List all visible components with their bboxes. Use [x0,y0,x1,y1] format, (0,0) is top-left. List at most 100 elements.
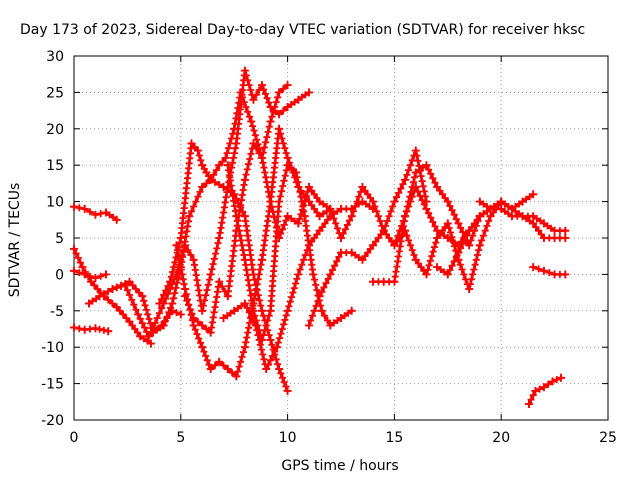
data-point [136,332,145,341]
data-point [557,373,565,382]
data-point [198,321,207,330]
y-tick-label: 25 [46,85,64,101]
data-point [198,343,207,352]
data-point [507,212,516,221]
data-point [529,190,538,199]
data-point [315,226,324,235]
data-point [454,219,463,228]
data-point [465,285,474,293]
data-point [337,234,345,242]
data-point [347,306,356,315]
data-point [189,321,198,330]
data-point [561,234,570,242]
data-point [95,292,104,301]
data-point [529,219,538,228]
chart-title: Day 173 of 2023, Sidereal Day-to-day VTE… [20,22,585,38]
data-point [548,377,557,386]
y-tick-label: 15 [46,158,64,174]
data-point [202,168,211,177]
series-markers [529,263,569,278]
data-series [70,66,570,408]
data-point [80,270,89,279]
data-point [326,321,335,330]
data-point [70,202,78,211]
data-point [294,270,303,279]
data-point [531,386,540,395]
y-tick-label: 10 [46,195,64,211]
data-point [206,175,215,184]
data-point [125,277,134,286]
data-point [176,234,185,242]
data-point [223,292,232,301]
data-point [411,146,420,155]
data-point [249,139,258,148]
data-point [198,161,207,170]
data-point [443,219,452,228]
data-point [198,306,207,315]
y-tick-label: -5 [50,304,64,320]
data-point [411,255,420,264]
data-point [292,168,301,177]
data-point [326,270,335,279]
data-point [189,255,198,264]
data-point [475,197,484,206]
data-point [294,219,303,228]
data-point [283,306,292,315]
data-point [317,306,326,315]
data-point [486,212,495,221]
data-point [422,270,431,279]
data-point [283,212,292,221]
series-s10 [181,139,345,337]
data-point [275,365,284,373]
data-point [379,226,388,235]
data-point [369,197,377,206]
series-line [226,163,354,342]
axis-ticks: 0 5 10 15 20 25 -20 -15 -10 -5 0 5 10 15 20 25 30 [41,49,617,446]
data-point [215,357,224,366]
y-tick-label: 20 [46,122,64,138]
data-point [176,310,185,319]
data-point [181,285,190,293]
data-point [539,383,548,392]
data-point [422,161,431,170]
data-point [187,139,196,148]
data-point [275,110,284,119]
x-axis-label: GPS time / hours [281,458,398,474]
data-point [390,241,399,250]
data-point [337,204,345,213]
data-point [240,66,249,75]
data-point [433,234,442,242]
data-point [80,325,89,334]
data-point [266,306,275,315]
data-point [249,306,258,315]
data-point [309,270,318,279]
data-point [433,263,442,272]
data-point [181,292,190,301]
data-point [206,365,215,373]
data-point [401,226,410,235]
data-point [134,310,143,319]
data-point [305,197,313,206]
series-markers [525,374,565,408]
data-point [294,95,303,104]
data-point [168,299,177,308]
data-point [247,117,256,126]
data-point [358,255,367,264]
data-point [146,328,155,337]
data-point [518,212,527,221]
data-point [102,208,110,217]
data-point [91,274,100,282]
data-point [221,153,230,162]
data-point [159,321,168,330]
data-point [539,234,548,242]
data-point [443,270,452,279]
data-point [266,117,275,126]
data-point [305,88,313,97]
data-point [266,197,275,206]
data-point [529,212,538,221]
data-point [240,255,249,264]
data-point [193,146,202,155]
data-point [529,263,538,272]
data-point [80,204,89,213]
data-point [550,270,559,279]
